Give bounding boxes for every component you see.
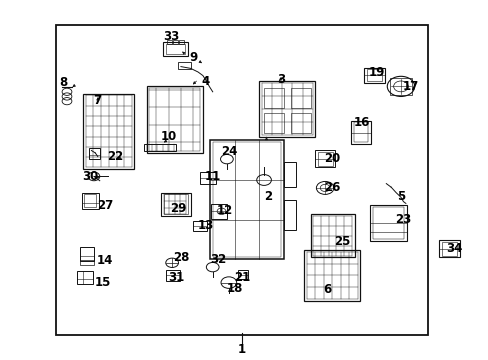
Bar: [283, 200, 295, 230]
Bar: [353, 122, 367, 142]
Bar: [438, 240, 459, 257]
Bar: [146, 86, 203, 153]
Text: 4: 4: [201, 75, 209, 87]
Bar: [80, 260, 94, 265]
Text: 34: 34: [446, 242, 462, 255]
Bar: [317, 152, 332, 166]
Text: 5: 5: [396, 190, 404, 203]
Text: 27: 27: [97, 199, 113, 212]
Text: 11: 11: [204, 170, 221, 183]
Bar: [369, 205, 406, 241]
Bar: [290, 88, 310, 108]
Text: 9: 9: [189, 51, 197, 64]
Bar: [259, 81, 315, 137]
Bar: [166, 270, 180, 281]
Text: 30: 30: [82, 170, 99, 183]
Bar: [304, 250, 360, 301]
Text: 6: 6: [323, 283, 331, 296]
Bar: [179, 40, 183, 44]
Bar: [77, 271, 93, 284]
Bar: [84, 194, 96, 207]
Text: 20: 20: [324, 152, 340, 165]
Text: 2: 2: [264, 190, 271, 203]
Text: 12: 12: [216, 204, 233, 217]
Text: 21: 21: [233, 271, 250, 284]
Bar: [290, 113, 310, 133]
Text: 28: 28: [172, 251, 189, 264]
Bar: [372, 207, 404, 239]
Text: 1: 1: [238, 343, 245, 356]
Text: 25: 25: [333, 235, 350, 248]
Text: 19: 19: [367, 66, 384, 78]
Text: 10: 10: [160, 130, 177, 143]
Text: 13: 13: [197, 219, 213, 231]
Bar: [163, 42, 187, 56]
Text: 17: 17: [402, 80, 418, 93]
Bar: [350, 121, 370, 144]
Bar: [310, 214, 354, 257]
Text: 29: 29: [170, 202, 186, 215]
Bar: [212, 142, 281, 257]
Bar: [56, 25, 427, 335]
Bar: [83, 94, 134, 169]
Bar: [264, 88, 283, 108]
Text: 14: 14: [97, 255, 113, 267]
Bar: [81, 193, 99, 209]
Text: 32: 32: [210, 253, 226, 266]
Text: 8: 8: [60, 76, 67, 89]
Bar: [264, 113, 283, 133]
Bar: [80, 247, 94, 261]
Bar: [211, 204, 226, 219]
Text: 16: 16: [353, 116, 369, 129]
Bar: [283, 162, 295, 187]
Text: 22: 22: [106, 150, 123, 163]
Bar: [389, 78, 411, 95]
Text: 24: 24: [220, 145, 237, 158]
Text: 3: 3: [277, 73, 285, 86]
Bar: [364, 68, 384, 83]
Bar: [89, 148, 100, 159]
Bar: [173, 40, 178, 44]
Bar: [161, 193, 190, 216]
Text: 23: 23: [394, 213, 411, 226]
Bar: [200, 172, 216, 184]
Bar: [315, 150, 334, 167]
Text: 33: 33: [163, 30, 179, 42]
Bar: [144, 144, 176, 151]
Text: 7: 7: [94, 94, 102, 107]
Bar: [163, 194, 188, 214]
Bar: [193, 221, 206, 231]
Text: 18: 18: [226, 282, 243, 294]
Bar: [149, 88, 200, 151]
Bar: [237, 270, 248, 279]
Bar: [210, 140, 283, 259]
Text: 26: 26: [324, 181, 340, 194]
Bar: [366, 69, 382, 81]
Bar: [167, 40, 172, 44]
Bar: [441, 242, 456, 256]
Text: 31: 31: [167, 271, 184, 284]
Bar: [165, 44, 185, 54]
Text: 15: 15: [94, 276, 111, 289]
Bar: [178, 62, 190, 69]
